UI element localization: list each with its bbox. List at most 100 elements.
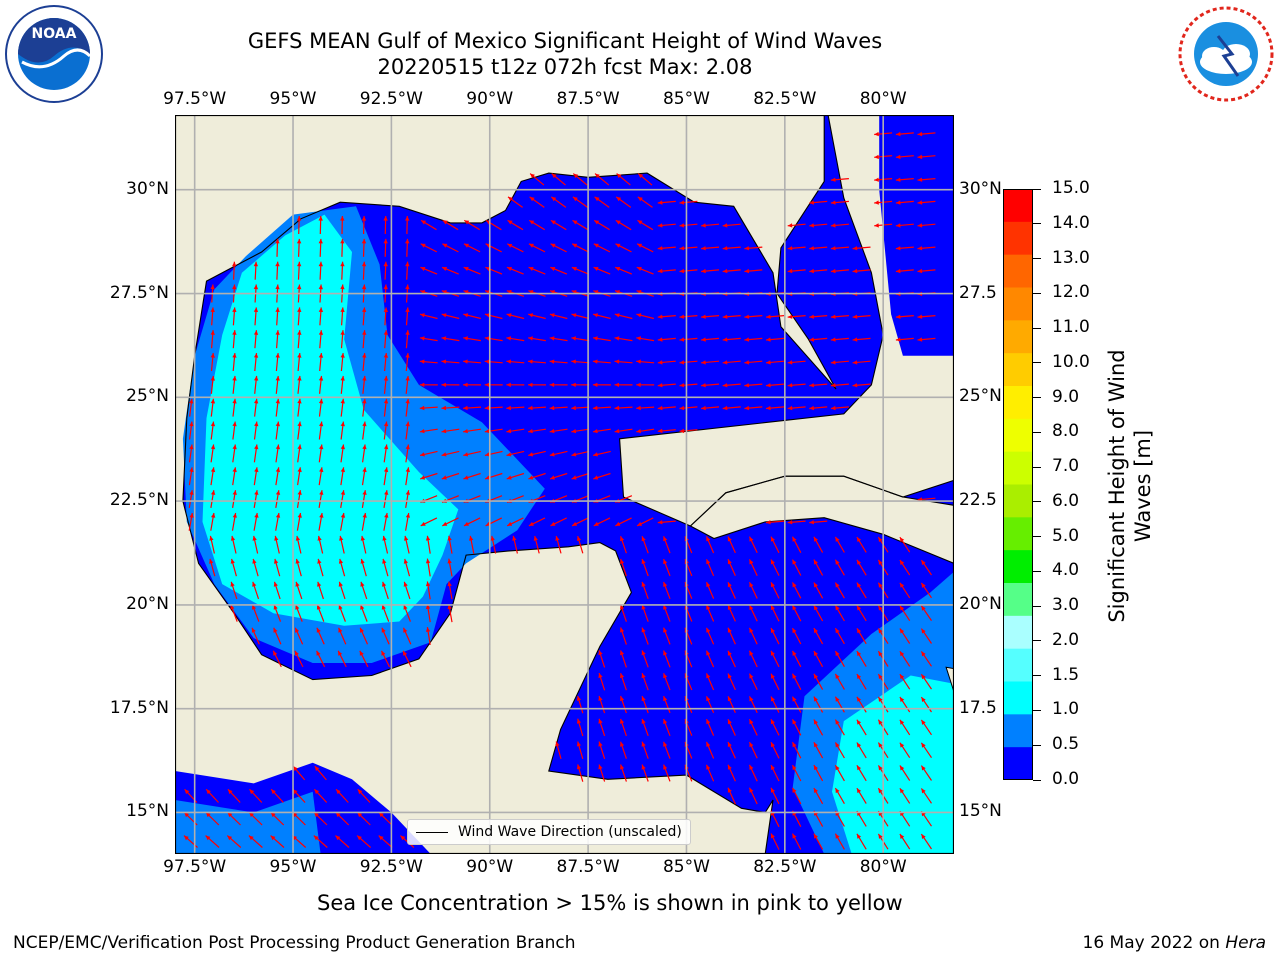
wave-arrow bbox=[210, 512, 216, 531]
wave-arrow bbox=[210, 307, 215, 326]
wave-arrow bbox=[722, 360, 741, 365]
wave-arrow bbox=[318, 261, 323, 280]
wave-arrow bbox=[463, 450, 481, 457]
wave-arrow bbox=[641, 535, 649, 554]
wave-arrow bbox=[641, 741, 649, 759]
wave-direction-arrows bbox=[183, 131, 936, 850]
wave-arrow bbox=[405, 353, 410, 372]
wave-arrow bbox=[701, 405, 720, 411]
wave-arrow bbox=[188, 467, 194, 486]
wave-arrow bbox=[809, 223, 828, 228]
wave-arrow bbox=[313, 835, 328, 848]
lat-tick-right: 17.5 bbox=[959, 697, 997, 718]
wave-arrow bbox=[360, 535, 367, 554]
wave-arrow bbox=[598, 672, 606, 691]
lon-tick-bottom: 80°W bbox=[859, 857, 907, 877]
colorbar-segment bbox=[1003, 615, 1033, 650]
wave-arrow bbox=[317, 535, 324, 554]
wave-arrow bbox=[641, 558, 649, 577]
wave-arrow bbox=[209, 558, 216, 577]
wave-arrow bbox=[594, 196, 610, 208]
wave-arrow bbox=[210, 375, 215, 394]
wave-arrow bbox=[361, 238, 367, 257]
colorbar-tick-mark bbox=[1033, 223, 1041, 225]
wave-arrow bbox=[856, 696, 867, 713]
wave-arrow bbox=[917, 268, 936, 274]
wave-arrow bbox=[340, 215, 345, 235]
wave-arrow bbox=[297, 444, 302, 463]
wave-arrow bbox=[727, 536, 736, 554]
wave-arrow bbox=[316, 627, 325, 645]
wave-arrow bbox=[340, 261, 345, 280]
wave-arrow bbox=[318, 238, 323, 257]
wave-arrow bbox=[382, 581, 389, 600]
noaa-logo: NOAA bbox=[5, 5, 103, 103]
colorbar-tick-mark bbox=[1033, 466, 1041, 468]
map-area bbox=[175, 115, 954, 854]
wave-arrow bbox=[338, 604, 346, 622]
wave-arrow bbox=[598, 741, 606, 759]
colorbar-segment bbox=[1003, 320, 1033, 354]
wave-arrow bbox=[230, 535, 237, 554]
wave-arrow bbox=[273, 627, 282, 645]
wave-arrow bbox=[360, 558, 367, 577]
wave-arrow bbox=[722, 383, 741, 388]
wave-arrow bbox=[787, 314, 806, 319]
wave-arrow bbox=[571, 472, 589, 480]
wave-arrow bbox=[765, 520, 785, 525]
wave-arrow bbox=[318, 398, 324, 417]
wave-arrow bbox=[593, 243, 611, 253]
wave-arrow bbox=[813, 605, 824, 622]
wave-arrow bbox=[636, 359, 655, 364]
wave-arrow bbox=[210, 353, 215, 372]
wave-arrow bbox=[270, 811, 285, 826]
wave-arrow bbox=[791, 741, 802, 759]
wave-arrow bbox=[592, 428, 611, 434]
wave-arrow bbox=[227, 788, 241, 803]
colorbar-tick-mark bbox=[1033, 605, 1041, 607]
wave-arrow bbox=[705, 581, 715, 599]
wave-arrow bbox=[899, 673, 911, 690]
wave-arrow bbox=[705, 559, 715, 577]
wave-arrow bbox=[317, 581, 324, 600]
wave-arrow bbox=[275, 398, 280, 417]
wave-arrow bbox=[209, 535, 215, 554]
colorbar-segment bbox=[1003, 550, 1033, 584]
wave-arrow bbox=[770, 741, 780, 759]
wave-arrow bbox=[705, 650, 715, 668]
wave-arrow bbox=[405, 398, 410, 417]
wave-arrow bbox=[744, 246, 763, 251]
legend-line-sample bbox=[416, 831, 448, 833]
wave-arrow bbox=[274, 558, 281, 577]
wave-arrow bbox=[313, 788, 328, 803]
wave-arrow bbox=[856, 650, 867, 667]
wave-arrow bbox=[917, 200, 936, 205]
wave-arrow bbox=[419, 313, 438, 320]
wave-arrow bbox=[362, 353, 367, 372]
wave-arrow bbox=[571, 382, 590, 387]
wave-arrow bbox=[830, 246, 849, 251]
wave-arrow bbox=[275, 512, 281, 531]
map-legend: Wind Wave Direction (unscaled) bbox=[407, 819, 691, 845]
wave-arrow bbox=[275, 444, 281, 463]
wave-arrow bbox=[920, 651, 932, 667]
wave-arrow bbox=[852, 360, 871, 365]
wave-arrow bbox=[275, 238, 280, 257]
wave-arrow bbox=[248, 811, 263, 826]
colorbar-segment bbox=[1003, 517, 1033, 551]
wave-arrow bbox=[270, 835, 285, 848]
wave-arrow bbox=[830, 405, 849, 411]
chart-title: GEFS MEAN Gulf of Mexico Significant Hei… bbox=[247, 29, 883, 53]
wave-arrow bbox=[657, 223, 676, 228]
lon-tick-top: 80°W bbox=[859, 89, 907, 109]
wave-arrow bbox=[787, 268, 806, 274]
wave-arrow bbox=[383, 238, 388, 257]
wave-arrow bbox=[663, 558, 671, 577]
wave-arrow bbox=[528, 428, 546, 434]
wave-arrow bbox=[834, 673, 845, 690]
wave-arrow bbox=[834, 787, 845, 804]
wave-arrow bbox=[787, 383, 806, 388]
wave-arrow bbox=[232, 490, 237, 508]
wave-arrow bbox=[338, 581, 346, 600]
wave-arrow bbox=[318, 490, 324, 508]
